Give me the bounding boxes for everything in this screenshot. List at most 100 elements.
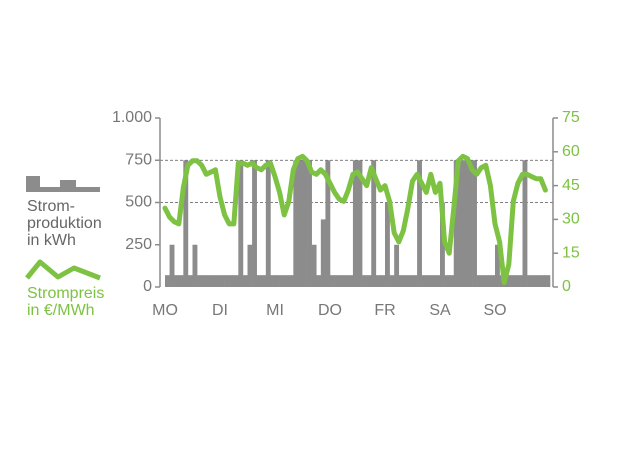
bar	[412, 275, 418, 287]
bar	[527, 275, 532, 287]
bar	[472, 160, 477, 287]
bar	[247, 244, 253, 287]
x-tick-label: DI	[212, 302, 228, 319]
bar	[545, 275, 551, 287]
bar	[325, 160, 331, 287]
bar	[220, 275, 225, 287]
bar	[385, 202, 390, 287]
bar	[302, 160, 308, 287]
bar	[430, 275, 436, 287]
y-tick-label: 1.000	[112, 109, 152, 126]
bar	[508, 275, 514, 287]
bar	[458, 160, 464, 287]
bar	[307, 160, 312, 287]
legend-line: in kWh	[27, 232, 76, 249]
bar	[485, 275, 491, 287]
legend-line: Strom-	[27, 198, 75, 215]
bar	[421, 275, 427, 287]
bar	[403, 275, 409, 287]
bar	[426, 275, 432, 287]
bar	[522, 160, 528, 287]
legend-line: produktion	[27, 215, 102, 232]
bar	[380, 275, 386, 287]
bar	[224, 275, 230, 287]
bar	[293, 160, 299, 287]
bar	[462, 160, 468, 287]
x-tick-label: MO	[152, 302, 178, 319]
bar	[375, 275, 381, 287]
bar	[394, 244, 400, 287]
bar	[174, 275, 180, 287]
bar	[201, 275, 207, 287]
bar	[206, 275, 212, 287]
bar	[256, 275, 262, 287]
bar	[517, 275, 523, 287]
bar	[449, 275, 455, 287]
bar	[371, 160, 377, 287]
bar	[435, 275, 441, 287]
bar	[197, 275, 202, 287]
bar	[165, 275, 170, 287]
y-tick-label: 750	[125, 151, 152, 168]
bar	[252, 160, 257, 287]
bar	[297, 160, 303, 287]
bar	[279, 275, 285, 287]
price-line	[162, 153, 548, 285]
bar	[467, 160, 473, 287]
legend-icon-production	[26, 176, 100, 192]
bar	[210, 275, 216, 287]
bar	[334, 275, 340, 287]
bar	[440, 202, 445, 287]
bar	[481, 275, 487, 287]
bar	[453, 160, 459, 287]
bar	[343, 275, 349, 287]
bar	[242, 275, 248, 287]
bar	[284, 275, 290, 287]
bar	[444, 275, 450, 287]
y2-tick-label: 15	[562, 244, 580, 261]
bar	[311, 244, 317, 287]
bar	[348, 275, 354, 287]
bar	[495, 244, 500, 287]
bar	[531, 275, 537, 287]
legend-label: Strom-produktion in kWh	[27, 198, 102, 249]
bar	[187, 275, 193, 287]
bar	[288, 275, 294, 287]
bar	[417, 160, 422, 287]
bar	[540, 275, 546, 287]
bar	[238, 160, 244, 287]
x-tick-label: MI	[266, 302, 284, 319]
bar	[183, 160, 189, 287]
bar	[362, 275, 367, 287]
bar	[513, 275, 519, 287]
bar	[233, 275, 239, 287]
bar	[476, 275, 482, 287]
x-tick-label: DO	[318, 302, 342, 319]
bar	[357, 160, 363, 287]
y2-tick-label: 45	[562, 177, 580, 194]
y2-tick-label: 60	[562, 143, 580, 160]
y-tick-label: 250	[125, 236, 152, 253]
bar	[192, 244, 198, 287]
bar	[339, 275, 345, 287]
y2-tick-label: 0	[562, 278, 571, 295]
x-tick-label: SA	[429, 302, 451, 319]
bar	[398, 275, 404, 287]
bar	[490, 275, 496, 287]
y-tick-label: 500	[125, 194, 152, 211]
bar	[316, 275, 322, 287]
bar	[366, 275, 372, 287]
legend-label: Strompreis in €/MWh	[27, 285, 104, 319]
y2-tick-label: 75	[562, 109, 580, 126]
bar	[330, 275, 335, 287]
x-tick-label: SO	[483, 302, 506, 319]
bar	[215, 275, 221, 287]
legend-line: Strompreis	[27, 285, 104, 302]
bar	[229, 275, 235, 287]
y-tick-label: 0	[143, 278, 152, 295]
bar	[178, 275, 184, 287]
bar	[270, 275, 276, 287]
bar	[407, 275, 413, 287]
bar	[536, 275, 542, 287]
y2-tick-label: 30	[562, 211, 580, 228]
